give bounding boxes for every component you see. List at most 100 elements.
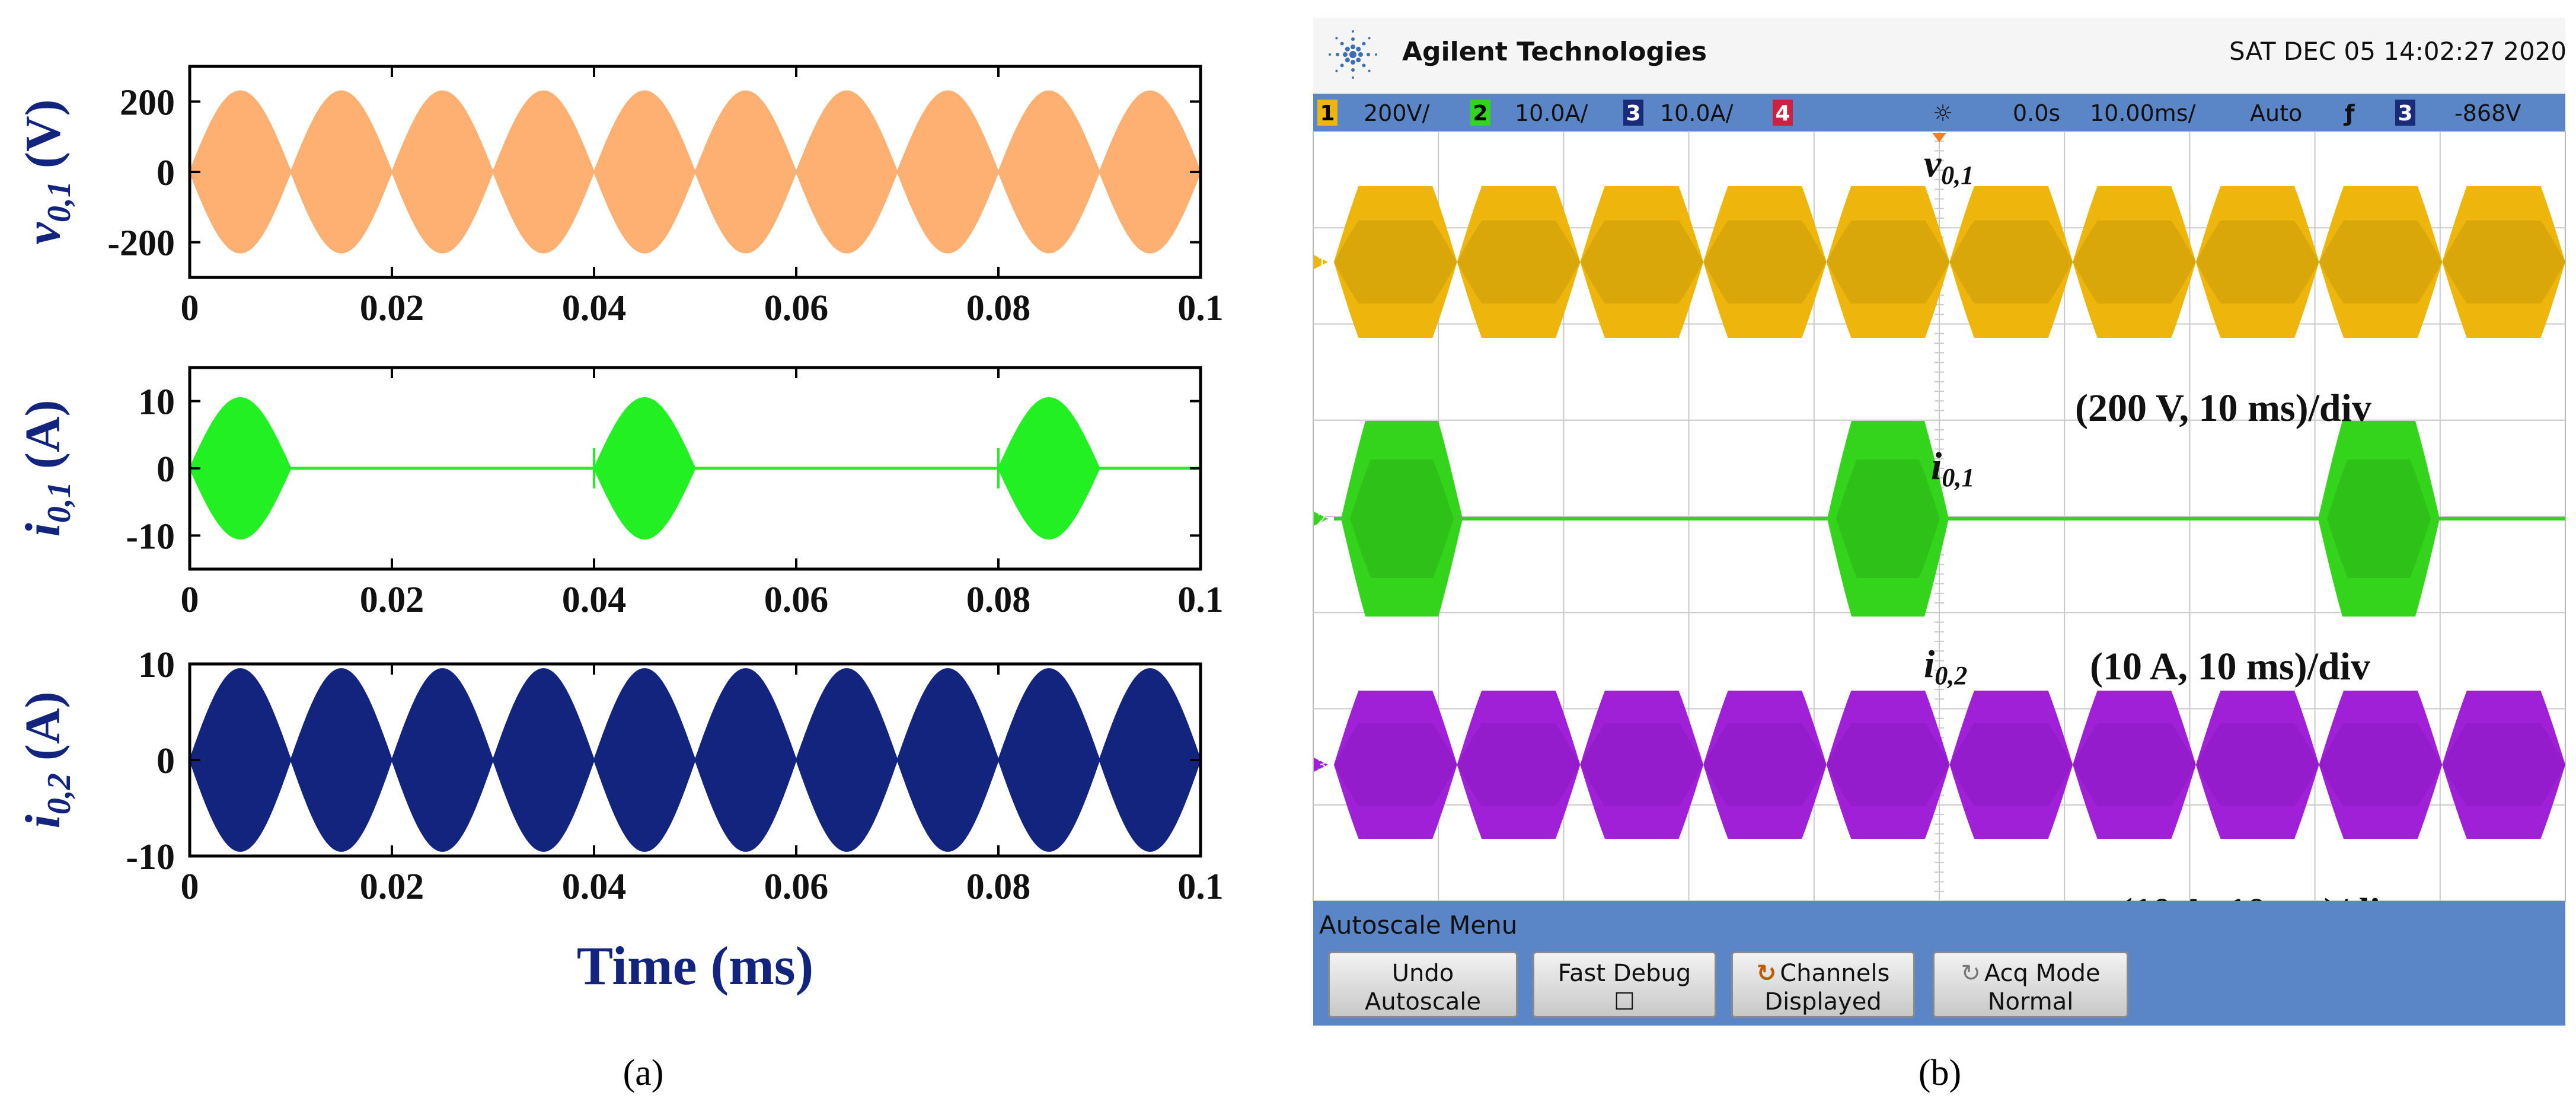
x-tick-label: 0.04 — [562, 580, 627, 620]
ch2-num: 2 — [1473, 101, 1487, 126]
subplot-3: 100-100 0.02 0.04 0.06 0.08 0.1i0,2 (A)Time (… — [15, 645, 1224, 996]
logo-dot — [1345, 58, 1350, 63]
label-i01-sub: 0,1 — [1942, 463, 1974, 492]
x-tick-label: 0 — [181, 288, 199, 328]
logo-dot — [1343, 52, 1348, 57]
timebase-value: 10.00ms/ — [2090, 100, 2196, 126]
logo-dot — [1358, 52, 1363, 57]
scope-status-bar — [1313, 94, 2565, 132]
ch1-num: 1 — [1320, 101, 1335, 126]
x-tick-label: 0.08 — [966, 580, 1031, 620]
y-label-unit: (A) — [15, 400, 71, 482]
y-tick-label: 200 — [120, 82, 175, 123]
ch4-badge — [1773, 100, 1793, 126]
logo-dot — [1356, 46, 1361, 52]
logo-dot — [1362, 41, 1366, 46]
trig-ch-num: 3 — [2398, 101, 2412, 126]
label-i02-sub: 0,2 — [1935, 661, 1967, 690]
trace-i01-burst-inner — [1350, 459, 1454, 578]
x-tick-label: 0.06 — [764, 580, 829, 620]
logo-dot — [1351, 68, 1355, 72]
y-axis-label: i0,1 (A) — [15, 400, 78, 537]
y-tick-label: 10 — [138, 382, 175, 423]
y-tick-label: 10 — [138, 645, 175, 685]
logo-dot — [1335, 37, 1338, 40]
logo-dot — [1375, 53, 1377, 56]
x-tick-label: 0.04 — [562, 867, 627, 907]
y-label-sub: 0,1 — [41, 481, 78, 523]
x-axis-label: Time (ms) — [577, 935, 813, 996]
agilent-logo-icon — [1329, 30, 1377, 79]
y-tick-label: 0 — [157, 449, 175, 490]
logo-dot — [1329, 53, 1331, 56]
undo-autoscale-line1: Undo — [1391, 960, 1454, 987]
y-label-unit: (V) — [15, 100, 71, 181]
scope-traces: 1 2 3 — [1314, 186, 2565, 839]
label-v01-sub: 0,1 — [1941, 161, 1974, 190]
ch3-badge — [1623, 100, 1643, 126]
logo-dot — [1352, 30, 1354, 33]
acq-mode-button[interactable]: ↻ Acq Mode Normal — [1933, 951, 2128, 1018]
logo-dot — [1352, 76, 1354, 79]
logo-dot — [1351, 60, 1355, 65]
x-tick-label: 0.1 — [1177, 580, 1224, 620]
y-tick-label: 0 — [157, 741, 175, 781]
fast-debug-line1: Fast Debug — [1557, 960, 1691, 987]
x-tick-label: 0 — [181, 867, 199, 907]
y-label-unit: (A) — [15, 692, 71, 774]
channels-line1-wrap: ↻ Channels — [1733, 959, 1913, 988]
trigger-mode: Auto — [2250, 100, 2302, 126]
label-i01-main: i — [1931, 445, 1942, 488]
subplot-2: 100-100 0.02 0.04 0.06 0.08 0.1i0,1 (A) — [15, 366, 1224, 620]
x-tick-label: 0.02 — [360, 867, 424, 907]
label-i02: i0,2 — [1924, 643, 1967, 690]
oscilloscope-screenshot: 1 200V/2 10.0A/3 10.0A/4 ☼ 0.0s 10.00ms/Auto ƒ 3… — [1313, 18, 2566, 1026]
channel-marker-3 — [1314, 758, 1328, 772]
x-tick-label: 0.04 — [562, 288, 627, 328]
x-tick-label: 0.1 — [1177, 288, 1224, 328]
undo-autoscale-button[interactable]: Undo Autoscale — [1328, 951, 1518, 1018]
logo-dot — [1362, 63, 1366, 68]
x-tick-label: 0.1 — [1177, 867, 1224, 907]
y-label-main: i — [15, 523, 71, 536]
channel-marker-2 — [1314, 512, 1328, 526]
label-v01: v0,1 — [1924, 142, 1974, 190]
menu-title: Autoscale Menu — [1319, 911, 1518, 940]
waveform-envelope — [189, 397, 1201, 539]
ch3-scale: 10.0A/ — [1660, 100, 1734, 126]
label-i02-main: i — [1924, 643, 1935, 686]
y-tick-label: -10 — [126, 516, 175, 557]
logo-dot — [1340, 41, 1344, 46]
acq-mode-line1-wrap: ↻ Acq Mode — [1935, 959, 2127, 988]
y-axis-label: i0,2 (A) — [15, 692, 78, 829]
logo-dot — [1356, 58, 1361, 63]
logo-dot — [1345, 46, 1350, 52]
ch2-badge — [1470, 100, 1490, 126]
rotate-icon-grey: ↻ — [1961, 960, 1981, 987]
fast-debug-button[interactable]: Fast Debug ☐ — [1533, 951, 1716, 1018]
channels-line1: Channels — [1780, 960, 1890, 987]
channels-displayed-button[interactable]: ↻ Channels Displayed — [1731, 951, 1915, 1018]
delay-value: 0.0s — [2013, 100, 2060, 126]
x-tick-label: 0.08 — [966, 288, 1031, 328]
y-tick-label: 0 — [157, 153, 175, 193]
label-i01: i0,1 — [1931, 445, 1974, 492]
trigger-level: -868V — [2454, 100, 2521, 126]
y-label-sub: 0,2 — [41, 773, 78, 815]
scope-datetime: SAT DEC 05 14:02:27 2020 — [2229, 37, 2567, 66]
channel-marker-1 — [1314, 255, 1328, 269]
logo-dot — [1335, 69, 1338, 72]
y-tick-label: -200 — [107, 223, 175, 264]
channel-marker-label-2: 2 — [1317, 511, 1326, 528]
logo-dot — [1368, 37, 1371, 40]
ch3-num: 3 — [1626, 101, 1640, 126]
trig-ch-badge — [2395, 100, 2415, 126]
logo-dot — [1336, 53, 1339, 56]
scope-brand: Agilent Technologies — [1402, 37, 1707, 67]
trigger-position-marker — [1932, 133, 1946, 142]
waveform-envelope — [189, 668, 1202, 852]
trace-i01-burst-inner — [1836, 459, 1940, 578]
edge-trigger-icon: ƒ — [2343, 100, 2355, 126]
ch2-scale: 10.0A/ — [1515, 100, 1588, 126]
